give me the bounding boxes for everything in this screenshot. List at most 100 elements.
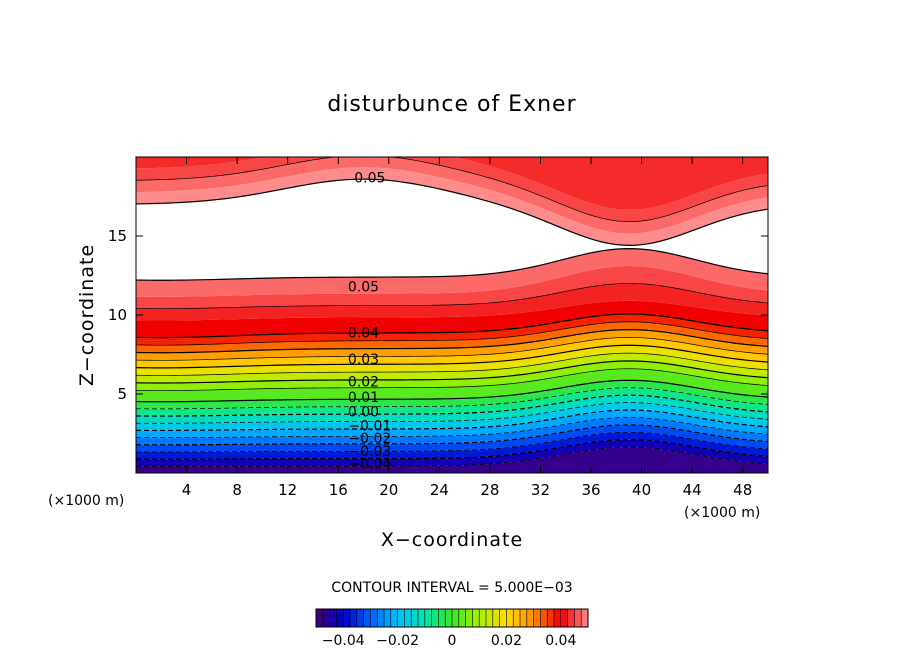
contour-band bbox=[136, 266, 768, 309]
contour-line bbox=[135, 178, 769, 246]
colorbar-segment bbox=[452, 609, 460, 627]
x-tick-label: 28 bbox=[480, 481, 499, 499]
chart-title: disturbunce of Exner bbox=[327, 92, 576, 117]
colorbar-segment bbox=[411, 609, 419, 627]
contour-band bbox=[136, 345, 768, 376]
x-axis-ticks: 4 8 12 16 20 24 28 32 36 40 44 48 bbox=[182, 157, 752, 499]
contour-line bbox=[135, 394, 769, 417]
x-tick-label: 20 bbox=[379, 481, 398, 499]
y-tick-label: 15 bbox=[108, 227, 127, 245]
contour-band bbox=[136, 248, 768, 297]
contour-band bbox=[136, 447, 768, 473]
colorbar-segment bbox=[384, 609, 392, 627]
x-tick-label: 4 bbox=[182, 481, 192, 499]
colorbar-segment bbox=[506, 609, 514, 627]
contour-line bbox=[135, 283, 769, 310]
plot-area: 0.050.050.040.030.020.010.00−0.01−0.02−0… bbox=[108, 156, 769, 499]
colorbar-segment bbox=[492, 609, 500, 627]
contour-label: 0.02 bbox=[348, 374, 379, 390]
colorbar-segment bbox=[424, 609, 432, 627]
contour-band bbox=[136, 283, 768, 321]
contour-band bbox=[136, 329, 768, 361]
colorbar-segment bbox=[404, 609, 412, 627]
y-axis-label: Z−coordinate bbox=[76, 244, 98, 386]
contour-label: 0.01 bbox=[348, 390, 379, 406]
contour-band bbox=[136, 300, 768, 338]
colorbar-segment bbox=[370, 609, 378, 627]
x-tick-label: 48 bbox=[733, 481, 752, 499]
contour-band bbox=[136, 157, 768, 210]
contour-band bbox=[136, 402, 768, 431]
x-unit-left: (×1000 m) bbox=[48, 493, 124, 509]
contour-lines bbox=[135, 156, 769, 467]
colorbar-segment bbox=[513, 609, 521, 627]
colorbar-segment bbox=[336, 609, 344, 627]
colorbar-segment bbox=[397, 609, 405, 627]
colorbar-segment bbox=[486, 609, 494, 627]
colorbar-tick-label: 0.02 bbox=[491, 633, 522, 649]
colorbar-segment bbox=[465, 609, 473, 627]
colorbar-segment bbox=[329, 609, 337, 627]
contour-band bbox=[136, 395, 768, 424]
x-tick-label: 24 bbox=[430, 481, 449, 499]
contour-line bbox=[135, 417, 769, 438]
colorbar-tick-label: −0.02 bbox=[376, 633, 419, 649]
x-tick-label: 40 bbox=[632, 481, 651, 499]
contour-band bbox=[136, 337, 768, 368]
x-unit-right: (×1000 m) bbox=[684, 505, 760, 521]
colorbar-segment bbox=[547, 609, 555, 627]
contour-band bbox=[136, 439, 768, 467]
contour-band bbox=[136, 410, 768, 438]
colorbar-segment bbox=[560, 609, 568, 627]
colorbar-segment bbox=[445, 609, 453, 627]
contour-band bbox=[136, 432, 768, 460]
colorbar-segment bbox=[554, 609, 562, 627]
colorbar-segment bbox=[479, 609, 487, 627]
contour-line bbox=[135, 446, 769, 467]
contour-line bbox=[135, 409, 769, 432]
colorbar-segment bbox=[458, 609, 466, 627]
contour-line bbox=[135, 424, 769, 446]
colorbar-segment bbox=[581, 609, 589, 627]
contour-line bbox=[135, 387, 769, 410]
contour-band bbox=[136, 157, 768, 234]
x-tick-label: 36 bbox=[581, 481, 600, 499]
colorbar-segment bbox=[390, 609, 398, 627]
contour-label: −0.02 bbox=[348, 431, 391, 447]
contour-band bbox=[136, 387, 768, 417]
y-axis-ticks: 5 10 15 bbox=[108, 227, 768, 403]
colorbar-segment bbox=[520, 609, 528, 627]
contour-line bbox=[135, 368, 769, 391]
contour-line bbox=[135, 402, 769, 424]
colorbar-segment bbox=[499, 609, 507, 627]
colorbar-segment bbox=[418, 609, 426, 627]
colorbar-segment bbox=[377, 609, 385, 627]
x-axis-label: X−coordinate bbox=[381, 529, 523, 551]
contour-label: 0.03 bbox=[348, 352, 379, 368]
colorbar-segment bbox=[316, 609, 324, 627]
colorbar-tick-label: 0 bbox=[448, 633, 457, 649]
x-tick-label: 44 bbox=[683, 481, 702, 499]
colorbar-segment bbox=[567, 609, 575, 627]
colorbar-segment bbox=[350, 609, 358, 627]
colorbar-segment bbox=[343, 609, 351, 627]
colorbar-tick-labels: −0.04 −0.02 0 0.02 0.04 bbox=[322, 633, 577, 649]
contour-band bbox=[136, 313, 768, 346]
contour-band bbox=[136, 360, 768, 391]
contour-label: 0.05 bbox=[354, 171, 385, 187]
contour-label: −0.01 bbox=[348, 419, 391, 435]
x-tick-label: 8 bbox=[232, 481, 242, 499]
contour-band bbox=[136, 368, 768, 402]
y-tick-label: 5 bbox=[117, 385, 127, 403]
colorbar bbox=[315, 608, 589, 628]
contour-labels: 0.050.050.040.030.020.010.00−0.01−0.02−0… bbox=[348, 171, 391, 473]
contour-line bbox=[135, 344, 769, 369]
contour-line bbox=[135, 439, 769, 460]
x-tick-label: 16 bbox=[329, 481, 348, 499]
contour-fill bbox=[136, 157, 768, 473]
contour-band bbox=[136, 321, 768, 353]
colorbar-segment bbox=[574, 609, 582, 627]
contour-line bbox=[135, 360, 769, 384]
colorbar-frame bbox=[315, 608, 589, 628]
contour-line bbox=[135, 431, 769, 453]
